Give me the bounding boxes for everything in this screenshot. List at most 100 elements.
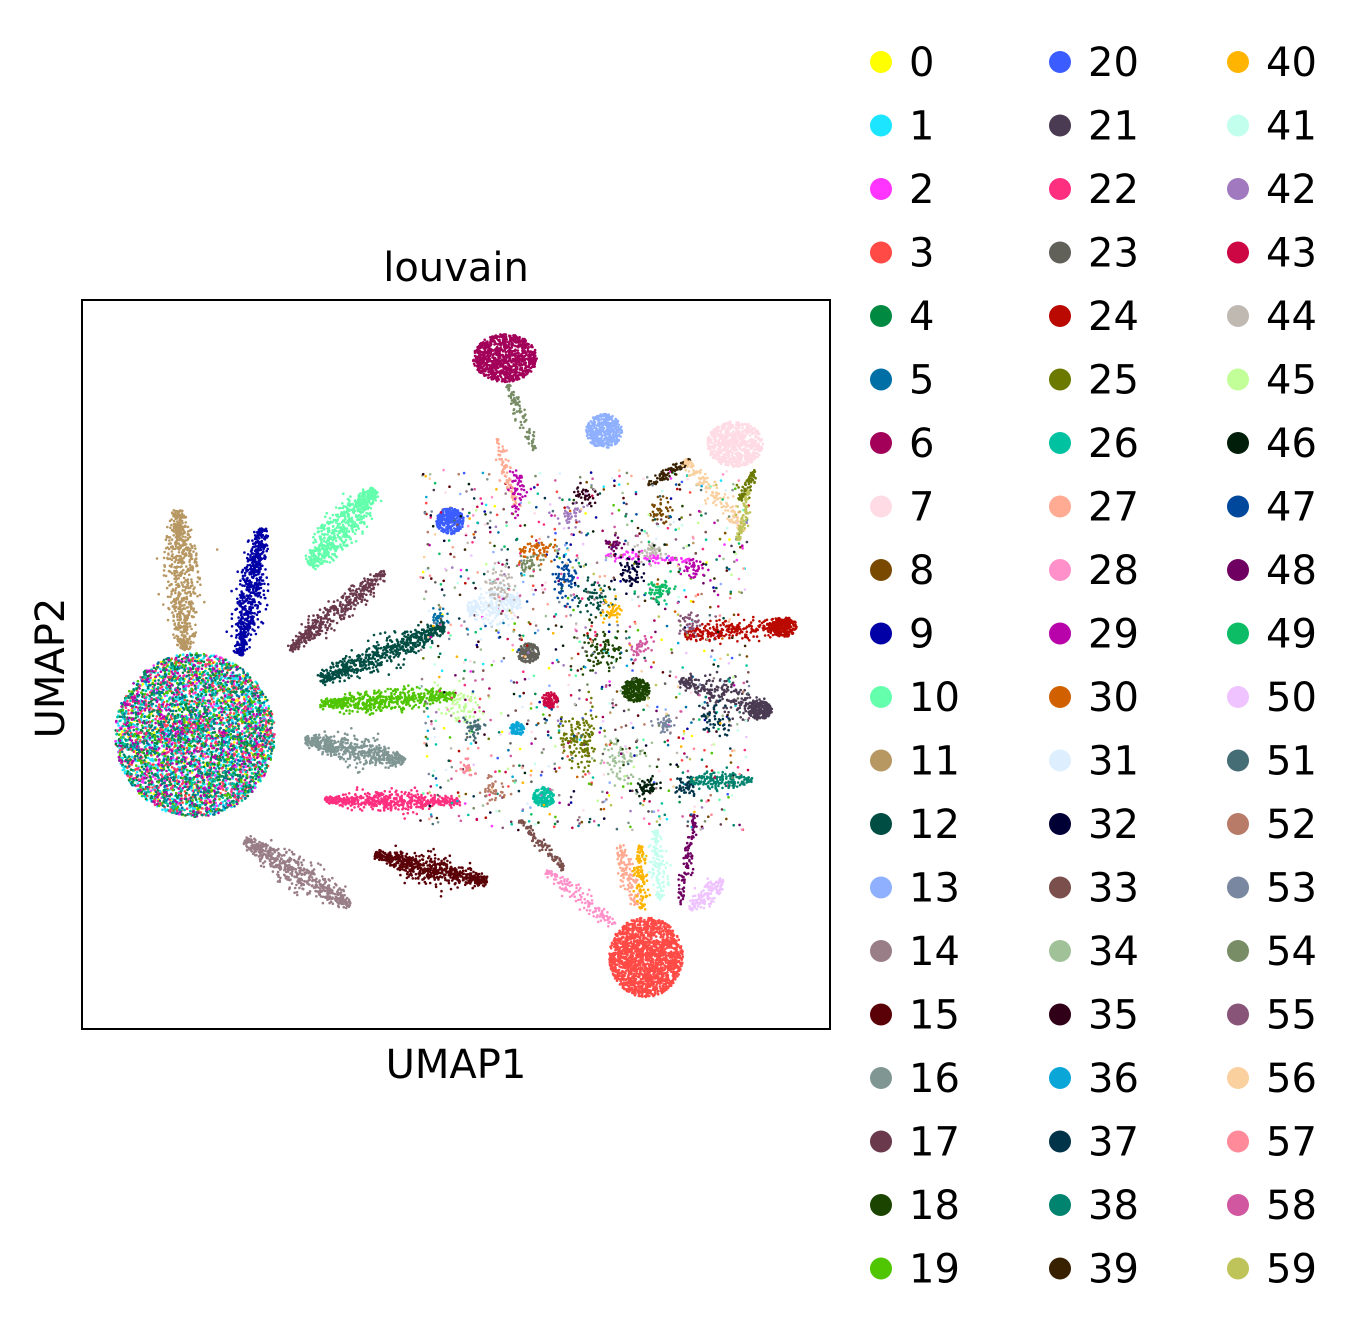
legend-item-50: 50 (1227, 675, 1317, 721)
legend-marker-40 (1227, 51, 1249, 73)
legend-marker-58 (1227, 1194, 1249, 1216)
x-axis-label: UMAP1 (386, 1042, 527, 1088)
legend-item-22: 22 (1049, 167, 1139, 213)
legend-item-57: 57 (1227, 1120, 1317, 1166)
legend-item-47: 47 (1227, 485, 1317, 531)
legend-marker-34 (1049, 940, 1071, 962)
legend-label-57: 57 (1266, 1120, 1317, 1166)
legend-marker-24 (1049, 305, 1071, 327)
legend-marker-9 (870, 622, 892, 645)
legend-item-24: 24 (1049, 294, 1139, 340)
cluster-points-9 (225, 471, 729, 804)
legend-label-50: 50 (1266, 675, 1317, 721)
legend-marker-14 (870, 940, 892, 962)
cluster-points-40 (424, 475, 722, 911)
legend-marker-51 (1227, 749, 1249, 772)
cluster-points-6 (429, 333, 740, 803)
legend-label-15: 15 (909, 993, 960, 1039)
legend-marker-37 (1049, 1130, 1071, 1153)
legend-item-23: 23 (1049, 231, 1139, 277)
cluster-points-26 (115, 474, 748, 826)
legend-label-8: 8 (909, 548, 934, 594)
legend-label-41: 41 (1266, 104, 1317, 150)
legend-label-26: 26 (1088, 421, 1139, 467)
legend-label-52: 52 (1266, 802, 1317, 848)
legend-label-13: 13 (909, 866, 960, 912)
cluster-points-58 (439, 477, 746, 823)
legend-item-4: 4 (870, 294, 934, 340)
legend-item-26: 26 (1049, 421, 1139, 467)
legend-marker-41 (1227, 114, 1249, 137)
cluster-points-42 (435, 496, 749, 830)
cluster-points-53 (423, 484, 751, 776)
legend-item-31: 31 (1049, 739, 1139, 785)
legend-label-1: 1 (909, 104, 934, 150)
legend-item-17: 17 (870, 1120, 960, 1166)
legend-item-39: 39 (1049, 1247, 1139, 1293)
legend-item-0: 0 (870, 40, 934, 86)
legend-item-42: 42 (1227, 167, 1317, 213)
legend-marker-10 (870, 686, 892, 708)
legend-label-35: 35 (1088, 993, 1139, 1039)
cluster-points-38 (116, 498, 754, 827)
legend-marker-2 (870, 178, 892, 200)
legend-marker-55 (1227, 1003, 1249, 1026)
legend-item-32: 32 (1049, 802, 1139, 848)
legend-marker-27 (1049, 495, 1071, 518)
legend-marker-47 (1227, 495, 1249, 518)
legend-label-46: 46 (1266, 421, 1317, 467)
legend-item-8: 8 (870, 548, 934, 594)
cluster-points-17 (286, 502, 724, 828)
legend-marker-38 (1049, 1194, 1071, 1216)
legend-label-18: 18 (909, 1183, 960, 1229)
legend-marker-33 (1049, 876, 1071, 899)
legend: 0123456789101112131415161718192021222324… (870, 40, 1317, 1293)
cluster-points-47 (434, 483, 693, 816)
legend-marker-29 (1049, 622, 1071, 645)
legend-item-30: 30 (1049, 675, 1139, 721)
legend-item-19: 19 (870, 1247, 960, 1293)
legend-label-54: 54 (1266, 929, 1317, 975)
legend-marker-4 (870, 305, 892, 327)
legend-label-17: 17 (909, 1120, 960, 1166)
legend-item-27: 27 (1049, 485, 1139, 531)
legend-marker-56 (1227, 1067, 1249, 1089)
chart-title: louvain (383, 245, 529, 291)
scatter-points (114, 333, 798, 999)
legend-item-29: 29 (1049, 612, 1139, 658)
legend-label-5: 5 (909, 358, 934, 404)
legend-item-6: 6 (870, 421, 934, 467)
legend-item-9: 9 (870, 612, 934, 658)
legend-item-11: 11 (870, 739, 960, 785)
legend-label-51: 51 (1266, 739, 1317, 785)
legend-label-19: 19 (909, 1247, 960, 1293)
legend-label-24: 24 (1088, 294, 1139, 340)
legend-marker-57 (1227, 1130, 1249, 1153)
legend-marker-28 (1049, 559, 1071, 581)
legend-marker-35 (1049, 1003, 1071, 1026)
cluster-points-11 (155, 506, 731, 824)
legend-label-31: 31 (1088, 739, 1139, 785)
legend-label-23: 23 (1088, 231, 1139, 277)
legend-item-56: 56 (1227, 1056, 1317, 1102)
cluster-points-33 (421, 507, 750, 872)
cluster-points-59 (428, 482, 752, 823)
legend-item-14: 14 (870, 929, 960, 975)
cluster-points-3 (114, 490, 745, 999)
legend-item-13: 13 (870, 866, 960, 912)
legend-label-38: 38 (1088, 1183, 1139, 1229)
cluster-points-32 (428, 514, 687, 820)
legend-marker-50 (1227, 686, 1249, 708)
cluster-points-43 (439, 483, 750, 830)
legend-marker-52 (1227, 813, 1249, 835)
legend-label-14: 14 (909, 929, 960, 975)
legend-item-55: 55 (1227, 993, 1317, 1039)
legend-item-5: 5 (870, 358, 934, 404)
legend-marker-8 (870, 559, 892, 581)
legend-item-48: 48 (1227, 548, 1317, 594)
legend-item-44: 44 (1227, 294, 1317, 340)
cluster-points-13 (432, 412, 723, 813)
cluster-points-15 (373, 484, 736, 898)
legend-item-20: 20 (1049, 40, 1139, 86)
legend-marker-46 (1227, 432, 1249, 454)
